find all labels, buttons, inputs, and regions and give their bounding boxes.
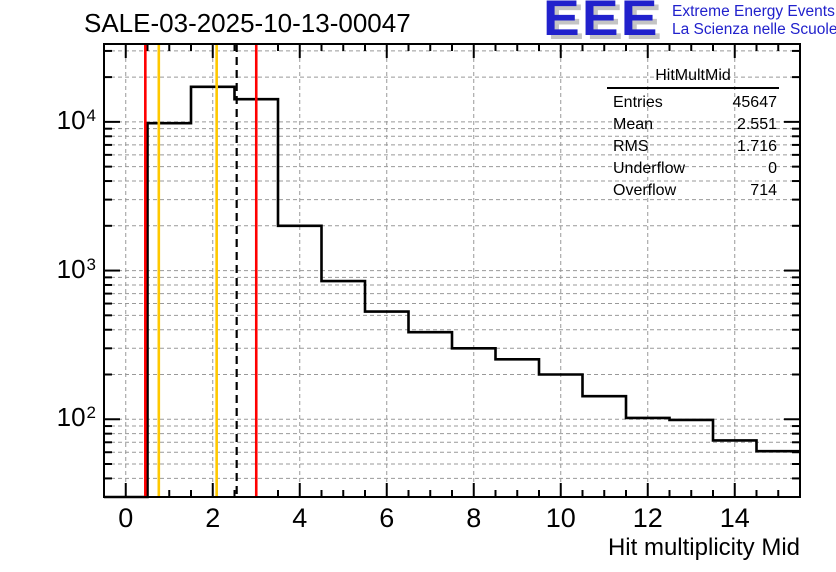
x-tick-label: 14 [719,503,750,533]
stats-rows: Entries 45647 Mean 2.551 RMS 1.716 Underflo… [607,92,779,202]
x-tick-label: 8 [466,503,482,533]
x-tick-label: 12 [632,503,663,533]
eee-logo-line2: La Scienza nelle Scuole [672,21,836,38]
plot-title: SALE-03-2025-10-13-00047 [84,8,411,38]
y-tick-label: 102 [56,402,96,433]
eee-logo-acronym: EEE [543,0,660,46]
stats-title: HitMultMid [607,67,779,89]
x-tick-label: 10 [545,503,576,533]
stats-box: HitMultMid Entries 45647 Mean 2.551 RMS 1.7… [607,67,779,202]
y-tick-label: 103 [56,253,96,284]
x-axis-title: Hit multiplicity Mid [607,534,800,561]
x-tick-label: 6 [379,503,395,533]
stats-row-entries: Entries 45647 [613,94,777,111]
eee-logo-subtitle: Extreme Energy Events La Scienza nelle S… [672,3,836,39]
x-tick-label: 0 [118,503,134,533]
stats-row-overflow: Overflow 714 [613,182,777,199]
stats-row-rms: RMS 1.716 [613,138,777,155]
eee-logo: EEE Extreme Energy Events La Scienza nel… [543,0,836,46]
histogram-line [104,85,800,499]
eee-logo-line1: Extreme Energy Events [672,3,835,20]
y-tick-label: 104 [56,104,96,135]
stats-row-mean: Mean 2.551 [613,116,777,133]
stats-row-underflow: Underflow 0 [613,160,777,177]
x-tick-label: 4 [292,503,308,533]
plot-frame [103,43,801,498]
x-tick-label: 2 [205,503,221,533]
